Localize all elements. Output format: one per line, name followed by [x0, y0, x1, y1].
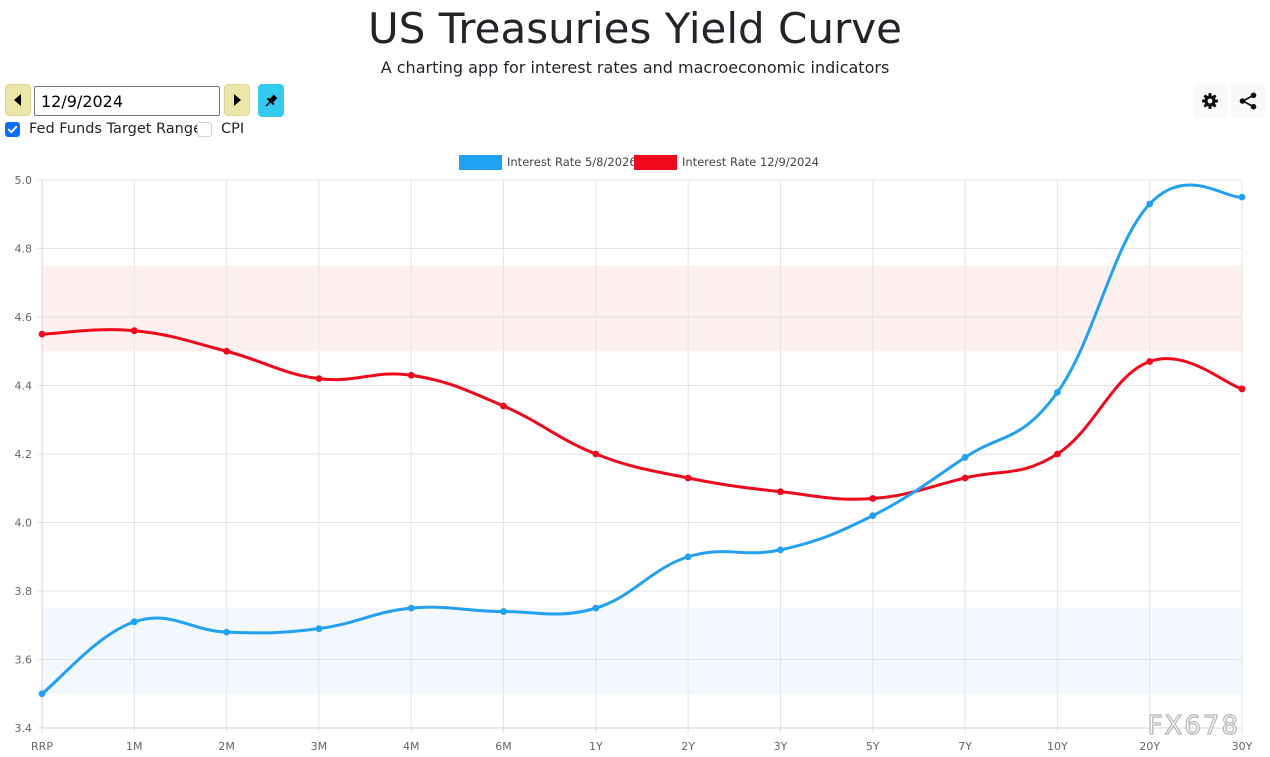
- data-point-series-1: [130, 327, 138, 335]
- data-point-series-1: [315, 375, 323, 383]
- previous-date-button[interactable]: [5, 84, 31, 116]
- y-tick-label: 4.8: [15, 243, 33, 256]
- fed-funds-label: Fed Funds Target Range: [29, 121, 203, 137]
- yield-curve-chart: 3.4 3.6 3.8 4.0 4.2 4.4 4.6 4.8 5.0 RRP 1M 2M 3M 4M 6M…: [15, 155, 1253, 753]
- data-point-series-0: [130, 618, 138, 626]
- target-range-band-1: [42, 608, 1242, 694]
- y-tick-label: 3.8: [15, 585, 33, 598]
- data-point-series-0: [407, 604, 415, 612]
- data-point-series-0: [1146, 200, 1154, 208]
- fed-funds-checkbox[interactable]: [5, 121, 20, 137]
- data-point-series-1: [592, 450, 600, 458]
- data-point-series-0: [869, 512, 877, 520]
- page-subtitle: A charting app for interest rates and ma…: [380, 58, 890, 77]
- watermark-logo: FX678: [1148, 711, 1240, 741]
- gear-icon: [1202, 93, 1218, 109]
- data-point-series-1: [777, 488, 784, 496]
- y-tick-label: 4.6: [15, 311, 33, 324]
- date-input[interactable]: [34, 86, 220, 116]
- y-tick-label: 4.4: [15, 380, 33, 393]
- x-tick-label: 5Y: [866, 740, 880, 753]
- x-tick-label: 1M: [126, 740, 143, 753]
- x-tick-label: 30Y: [1232, 740, 1253, 753]
- data-point-series-1: [500, 402, 507, 410]
- settings-button[interactable]: [1193, 84, 1227, 118]
- data-point-series-0: [38, 690, 46, 698]
- x-tick-label: RRP: [31, 740, 53, 753]
- cpi-label: CPI: [221, 121, 245, 137]
- data-point-series-0: [500, 608, 507, 615]
- data-point-series-0: [315, 625, 323, 633]
- legend-swatch-0: [459, 155, 502, 170]
- data-point-series-1: [961, 474, 969, 482]
- data-point-series-1: [38, 330, 46, 338]
- pin-icon: [265, 94, 278, 106]
- x-tick-label: 6M: [495, 740, 512, 753]
- data-point-series-1: [684, 474, 692, 482]
- legend-label-1: Interest Rate 12/9/2024: [682, 155, 819, 169]
- cpi-option[interactable]: CPI: [197, 121, 244, 137]
- data-point-series-1: [1146, 358, 1154, 365]
- x-tick-label: 3Y: [774, 740, 788, 753]
- x-tick-label: 7Y: [958, 740, 972, 753]
- x-tick-label: 2Y: [681, 740, 695, 753]
- data-point-series-1: [223, 347, 231, 355]
- y-tick-label: 4.0: [15, 517, 33, 530]
- fed-funds-option[interactable]: Fed Funds Target Range: [5, 121, 202, 137]
- target-range-band-0: [42, 265, 1242, 352]
- next-date-button[interactable]: [224, 84, 250, 116]
- share-icon: [1239, 92, 1257, 110]
- y-tick-label: 5.0: [15, 174, 33, 187]
- x-tick-label: 2M: [218, 740, 235, 753]
- page-title: US Treasuries Yield Curve: [368, 4, 902, 53]
- y-tick-label: 3.4: [15, 722, 33, 735]
- data-point-series-1: [407, 371, 415, 379]
- caret-right-icon: [234, 94, 241, 106]
- data-point-series-0: [961, 454, 969, 461]
- series-line-0: [41, 183, 1243, 695]
- data-point-series-0: [777, 546, 784, 554]
- y-tick-label: 4.2: [15, 448, 33, 461]
- series-line-1: [41, 328, 1243, 501]
- x-tick-label: 1Y: [589, 740, 603, 753]
- x-tick-label: 3M: [311, 740, 328, 753]
- data-point-series-1: [1053, 450, 1061, 458]
- data-point-series-1: [1238, 385, 1246, 393]
- caret-left-icon: [14, 94, 21, 106]
- share-button[interactable]: [1231, 84, 1265, 118]
- data-point-series-1: [869, 495, 877, 502]
- data-point-series-0: [684, 553, 692, 561]
- cpi-checkbox[interactable]: [197, 121, 212, 137]
- legend-label-0: Interest Rate 5/8/2026: [507, 155, 637, 169]
- data-point-series-0: [223, 628, 231, 636]
- pin-button[interactable]: [258, 84, 284, 117]
- data-point-series-0: [592, 604, 600, 612]
- data-point-series-0: [1053, 388, 1061, 396]
- y-tick-label: 3.6: [15, 654, 33, 667]
- x-tick-label: 20Y: [1139, 740, 1160, 753]
- data-point-series-0: [1238, 193, 1246, 201]
- x-tick-label: 4M: [403, 740, 420, 753]
- x-tick-label: 10Y: [1047, 740, 1068, 753]
- legend-swatch-1: [634, 155, 677, 170]
- check-icon: [7, 125, 18, 133]
